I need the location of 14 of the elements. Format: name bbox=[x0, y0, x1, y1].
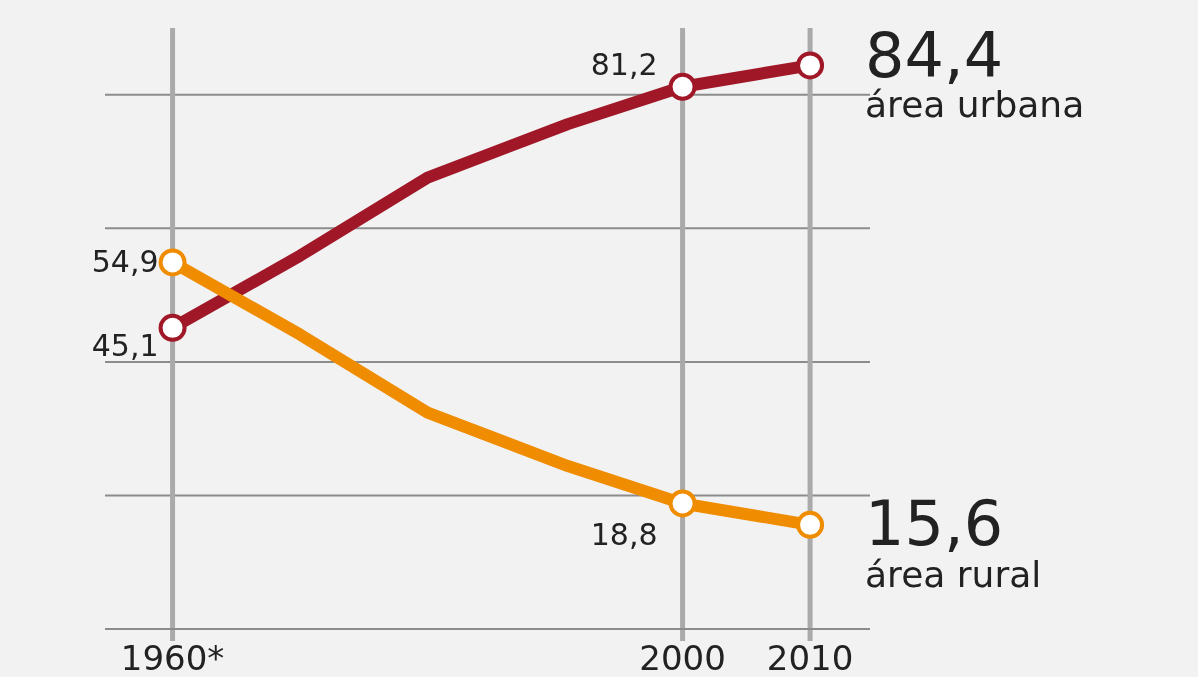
series-label: área rural bbox=[865, 553, 1042, 595]
data-label: 54,9 bbox=[91, 244, 159, 280]
point bbox=[158, 313, 187, 342]
data-label: 45,1 bbox=[91, 327, 159, 363]
x-tick-label: 2010 bbox=[766, 638, 854, 677]
point bbox=[668, 489, 697, 518]
point bbox=[158, 248, 187, 277]
point bbox=[668, 72, 697, 101]
x-tick-label: 1960* bbox=[120, 638, 225, 677]
x-tick-label: 2000 bbox=[639, 638, 726, 677]
point bbox=[796, 51, 825, 80]
data-label: 18,8 bbox=[590, 517, 658, 553]
point bbox=[796, 510, 825, 539]
data-label: 81,2 bbox=[590, 46, 658, 82]
